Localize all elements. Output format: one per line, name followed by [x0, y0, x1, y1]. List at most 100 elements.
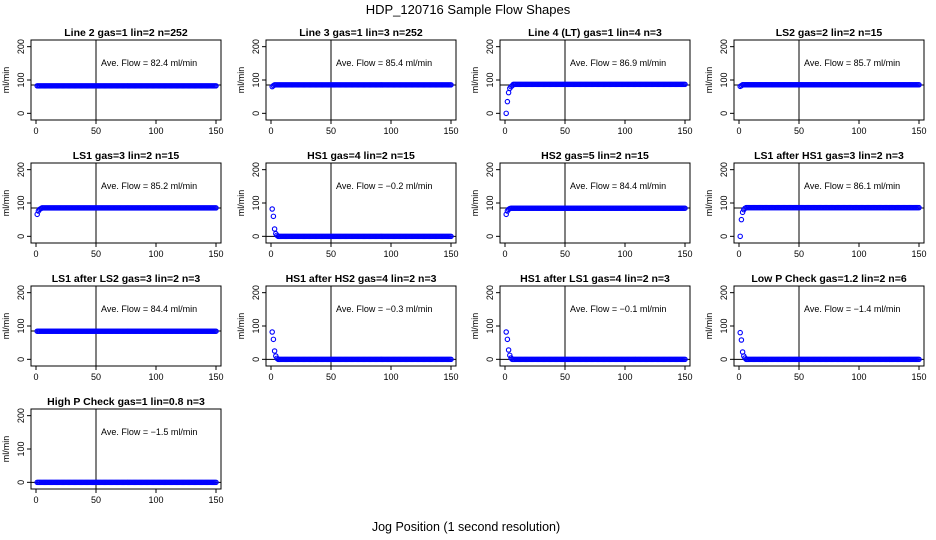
x-tick-label: 50 — [794, 249, 804, 259]
panel-title: HS1 after HS2 gas=4 lin=2 n=3 — [286, 273, 437, 285]
plot-frame — [30, 39, 222, 121]
plot-frame — [733, 285, 925, 367]
average-flow-annotation: Ave. Flow = 85.4 ml/min — [336, 58, 432, 68]
plot-frame — [499, 39, 691, 121]
y-tick-label: 100 — [16, 72, 26, 87]
data-point — [737, 329, 743, 336]
panels-grid: Line 2 gas=1 lin=2 n=252 0 50 100 150 0 100 200… — [1, 27, 927, 505]
x-tick-label: 0 — [268, 126, 273, 136]
y-axis-label: ml/min — [704, 67, 714, 94]
x-axis-label: Jog Position (1 second resolution) — [372, 520, 560, 534]
data-point — [269, 206, 275, 212]
x-tick-label: 150 — [911, 126, 926, 136]
y-tick-label: 0 — [251, 357, 261, 362]
plot-frame — [733, 39, 925, 121]
x-tick-label: 150 — [208, 249, 223, 259]
x-tick-label: 100 — [148, 249, 163, 259]
x-tick-label: 0 — [33, 249, 38, 259]
average-flow-annotation: Ave. Flow = 86.9 ml/min — [570, 58, 666, 68]
x-tick-label: 150 — [208, 495, 223, 505]
plot-frame — [265, 39, 457, 121]
data-point — [505, 89, 512, 96]
average-flow-annotation: Ave. Flow = −0.2 ml/min — [336, 181, 432, 191]
panel-9: LS1 after LS2 gas=3 lin=2 n=3 0 50 100 150 0 1… — [1, 273, 224, 382]
data-point — [739, 209, 746, 216]
panel-10: HS1 after HS2 gas=4 lin=2 n=3 0 50 100 150 0 1… — [236, 273, 459, 382]
x-tick-label: 50 — [91, 249, 101, 259]
average-flow-annotation: Ave. Flow = −1.5 ml/min — [101, 427, 197, 437]
panel-11: HS1 after LS1 gas=4 lin=2 n=3 0 50 100 150 0 1… — [470, 273, 693, 382]
y-tick-label: 200 — [485, 285, 495, 300]
y-tick-label: 100 — [719, 318, 729, 333]
y-axis-label: ml/min — [236, 67, 246, 94]
y-tick-label: 200 — [485, 39, 495, 54]
plot-frame — [30, 285, 222, 367]
panel-8: LS1 after HS1 gas=3 lin=2 n=3 0 50 100 150 0 1… — [704, 150, 927, 259]
data-point — [271, 348, 278, 354]
x-tick-label: 50 — [91, 126, 101, 136]
panel-title: HS1 after LS1 gas=4 lin=2 n=3 — [520, 273, 670, 285]
x-tick-label: 0 — [33, 372, 38, 382]
average-flow-annotation: Ave. Flow = 84.4 ml/min — [101, 304, 197, 314]
x-tick-label: 100 — [148, 126, 163, 136]
x-tick-label: 0 — [33, 495, 38, 505]
data-point — [213, 83, 219, 89]
data-point — [916, 204, 922, 211]
data-point — [213, 479, 219, 486]
x-tick-label: 150 — [677, 372, 692, 382]
y-tick-label: 200 — [16, 408, 26, 423]
x-tick-label: 100 — [851, 126, 866, 136]
panel-2: Line 3 gas=1 lin=3 n=252 0 50 100 150 0 100 200… — [236, 27, 459, 136]
y-axis-label: ml/min — [1, 190, 11, 217]
average-flow-annotation: Ave. Flow = 84.4 ml/min — [570, 181, 666, 191]
x-tick-label: 150 — [911, 372, 926, 382]
y-tick-label: 0 — [485, 111, 495, 116]
panel-title: HS2 gas=5 lin=2 n=15 — [541, 150, 649, 162]
y-tick-label: 100 — [485, 318, 495, 333]
average-flow-annotation: Ave. Flow = −0.1 ml/min — [570, 304, 666, 314]
x-tick-label: 100 — [617, 372, 632, 382]
panel-3: Line 4 (LT) gas=1 lin=4 n=3 0 50 100 150 0 100… — [470, 27, 693, 136]
average-flow-annotation: Ave. Flow = 85.2 ml/min — [101, 181, 197, 191]
x-tick-label: 100 — [617, 126, 632, 136]
data-point — [503, 329, 509, 335]
y-tick-label: 200 — [251, 39, 261, 54]
x-tick-label: 50 — [91, 372, 101, 382]
y-tick-label: 200 — [719, 162, 729, 177]
y-tick-label: 100 — [16, 441, 26, 456]
x-tick-label: 100 — [383, 372, 398, 382]
panel-title: Line 4 (LT) gas=1 lin=4 n=3 — [528, 27, 662, 39]
x-tick-label: 100 — [383, 126, 398, 136]
x-tick-label: 50 — [326, 249, 336, 259]
data-point — [448, 356, 454, 363]
data-point — [213, 328, 219, 334]
data-point — [448, 233, 454, 240]
y-tick-label: 100 — [251, 72, 261, 87]
y-tick-label: 0 — [16, 234, 26, 239]
figure-title: HDP_120716 Sample Flow Shapes — [366, 2, 571, 17]
y-tick-label: 200 — [16, 39, 26, 54]
data-point — [738, 337, 745, 343]
panel-4: LS2 gas=2 lin=2 n=15 0 50 100 150 0 100 200 ml/m… — [704, 27, 927, 136]
y-tick-label: 0 — [485, 234, 495, 239]
data-point — [504, 336, 511, 343]
x-tick-label: 50 — [560, 249, 570, 259]
y-tick-label: 200 — [251, 285, 261, 300]
x-tick-label: 150 — [443, 249, 458, 259]
data-point — [270, 213, 277, 220]
panel-title: HS1 gas=4 lin=2 n=15 — [307, 150, 415, 162]
average-flow-annotation: Ave. Flow = −0.3 ml/min — [336, 304, 432, 314]
x-tick-label: 150 — [208, 126, 223, 136]
x-tick-label: 150 — [677, 126, 692, 136]
y-tick-label: 200 — [16, 285, 26, 300]
y-tick-label: 0 — [251, 111, 261, 116]
y-tick-label: 0 — [16, 357, 26, 362]
y-tick-label: 100 — [251, 195, 261, 210]
plot-frame — [733, 162, 925, 244]
x-tick-label: 150 — [443, 126, 458, 136]
x-tick-label: 50 — [560, 126, 570, 136]
data-point — [507, 352, 513, 359]
x-tick-label: 150 — [208, 372, 223, 382]
panel-1: Line 2 gas=1 lin=2 n=252 0 50 100 150 0 100 200… — [1, 27, 224, 136]
